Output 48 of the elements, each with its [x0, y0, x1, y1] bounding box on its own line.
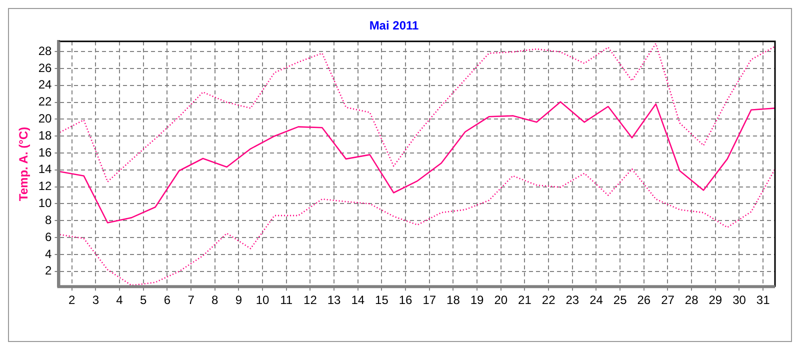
x-tick-label: 31	[756, 293, 770, 308]
x-tick-label: 12	[304, 293, 318, 308]
y-tick-label: 4	[45, 246, 52, 261]
x-tick-label: 5	[140, 293, 148, 308]
y-axis-title: Temp. A. (°C)	[16, 126, 31, 202]
x-tick-label: 15	[375, 293, 389, 308]
y-tick-label: 22	[38, 94, 52, 109]
y-tick-label: 18	[38, 128, 52, 142]
x-tick-label: 26	[637, 293, 651, 308]
line-series	[59, 168, 775, 286]
x-tick-label: 24	[590, 293, 604, 308]
x-tick-label: 13	[327, 293, 342, 308]
y-tick-label: 24	[38, 78, 52, 92]
x-tick-label: 30	[732, 293, 746, 308]
x-tick-label: 10	[256, 293, 270, 308]
x-tick-label: 11	[280, 293, 293, 308]
x-tick-label: 27	[661, 293, 675, 308]
y-tick-label: 6	[45, 230, 52, 244]
y-tick-label: 12	[38, 179, 52, 194]
x-tick-label: 18	[446, 293, 460, 308]
x-tick-label: 6	[164, 293, 171, 308]
x-tick-label: 29	[708, 293, 722, 308]
y-tick-label: 20	[38, 112, 52, 126]
x-tick-label: 3	[92, 293, 100, 308]
y-tick-label: 16	[38, 145, 52, 160]
line-series	[59, 42, 775, 182]
x-tick-label: 16	[398, 293, 413, 308]
x-tick-label: 21	[518, 293, 532, 308]
x-tick-label: 8	[212, 293, 219, 308]
chart-title: Mai 2011	[369, 18, 420, 33]
x-tick-label: 20	[494, 293, 508, 308]
x-tick-label: 25	[613, 293, 628, 308]
y-tick-label: 14	[38, 162, 52, 176]
x-tick-label: 28	[684, 293, 699, 308]
x-tick-label: 2	[68, 293, 76, 308]
x-tick-label: 19	[470, 293, 484, 308]
y-tick-label: 10	[38, 196, 52, 210]
y-tick-label: 26	[38, 60, 52, 75]
x-tick-label: 14	[351, 293, 365, 308]
x-tick-label: 23	[566, 293, 580, 308]
x-tick-label: 9	[235, 293, 242, 308]
y-tick-label: 2	[45, 264, 52, 278]
x-tick-label: 22	[542, 293, 556, 308]
y-tick-label: 28	[38, 44, 52, 58]
x-tick-label: 7	[188, 293, 195, 308]
x-tick-label: 17	[422, 293, 436, 308]
y-tick-label: 8	[45, 212, 52, 227]
x-tick-label: 4	[116, 293, 124, 308]
